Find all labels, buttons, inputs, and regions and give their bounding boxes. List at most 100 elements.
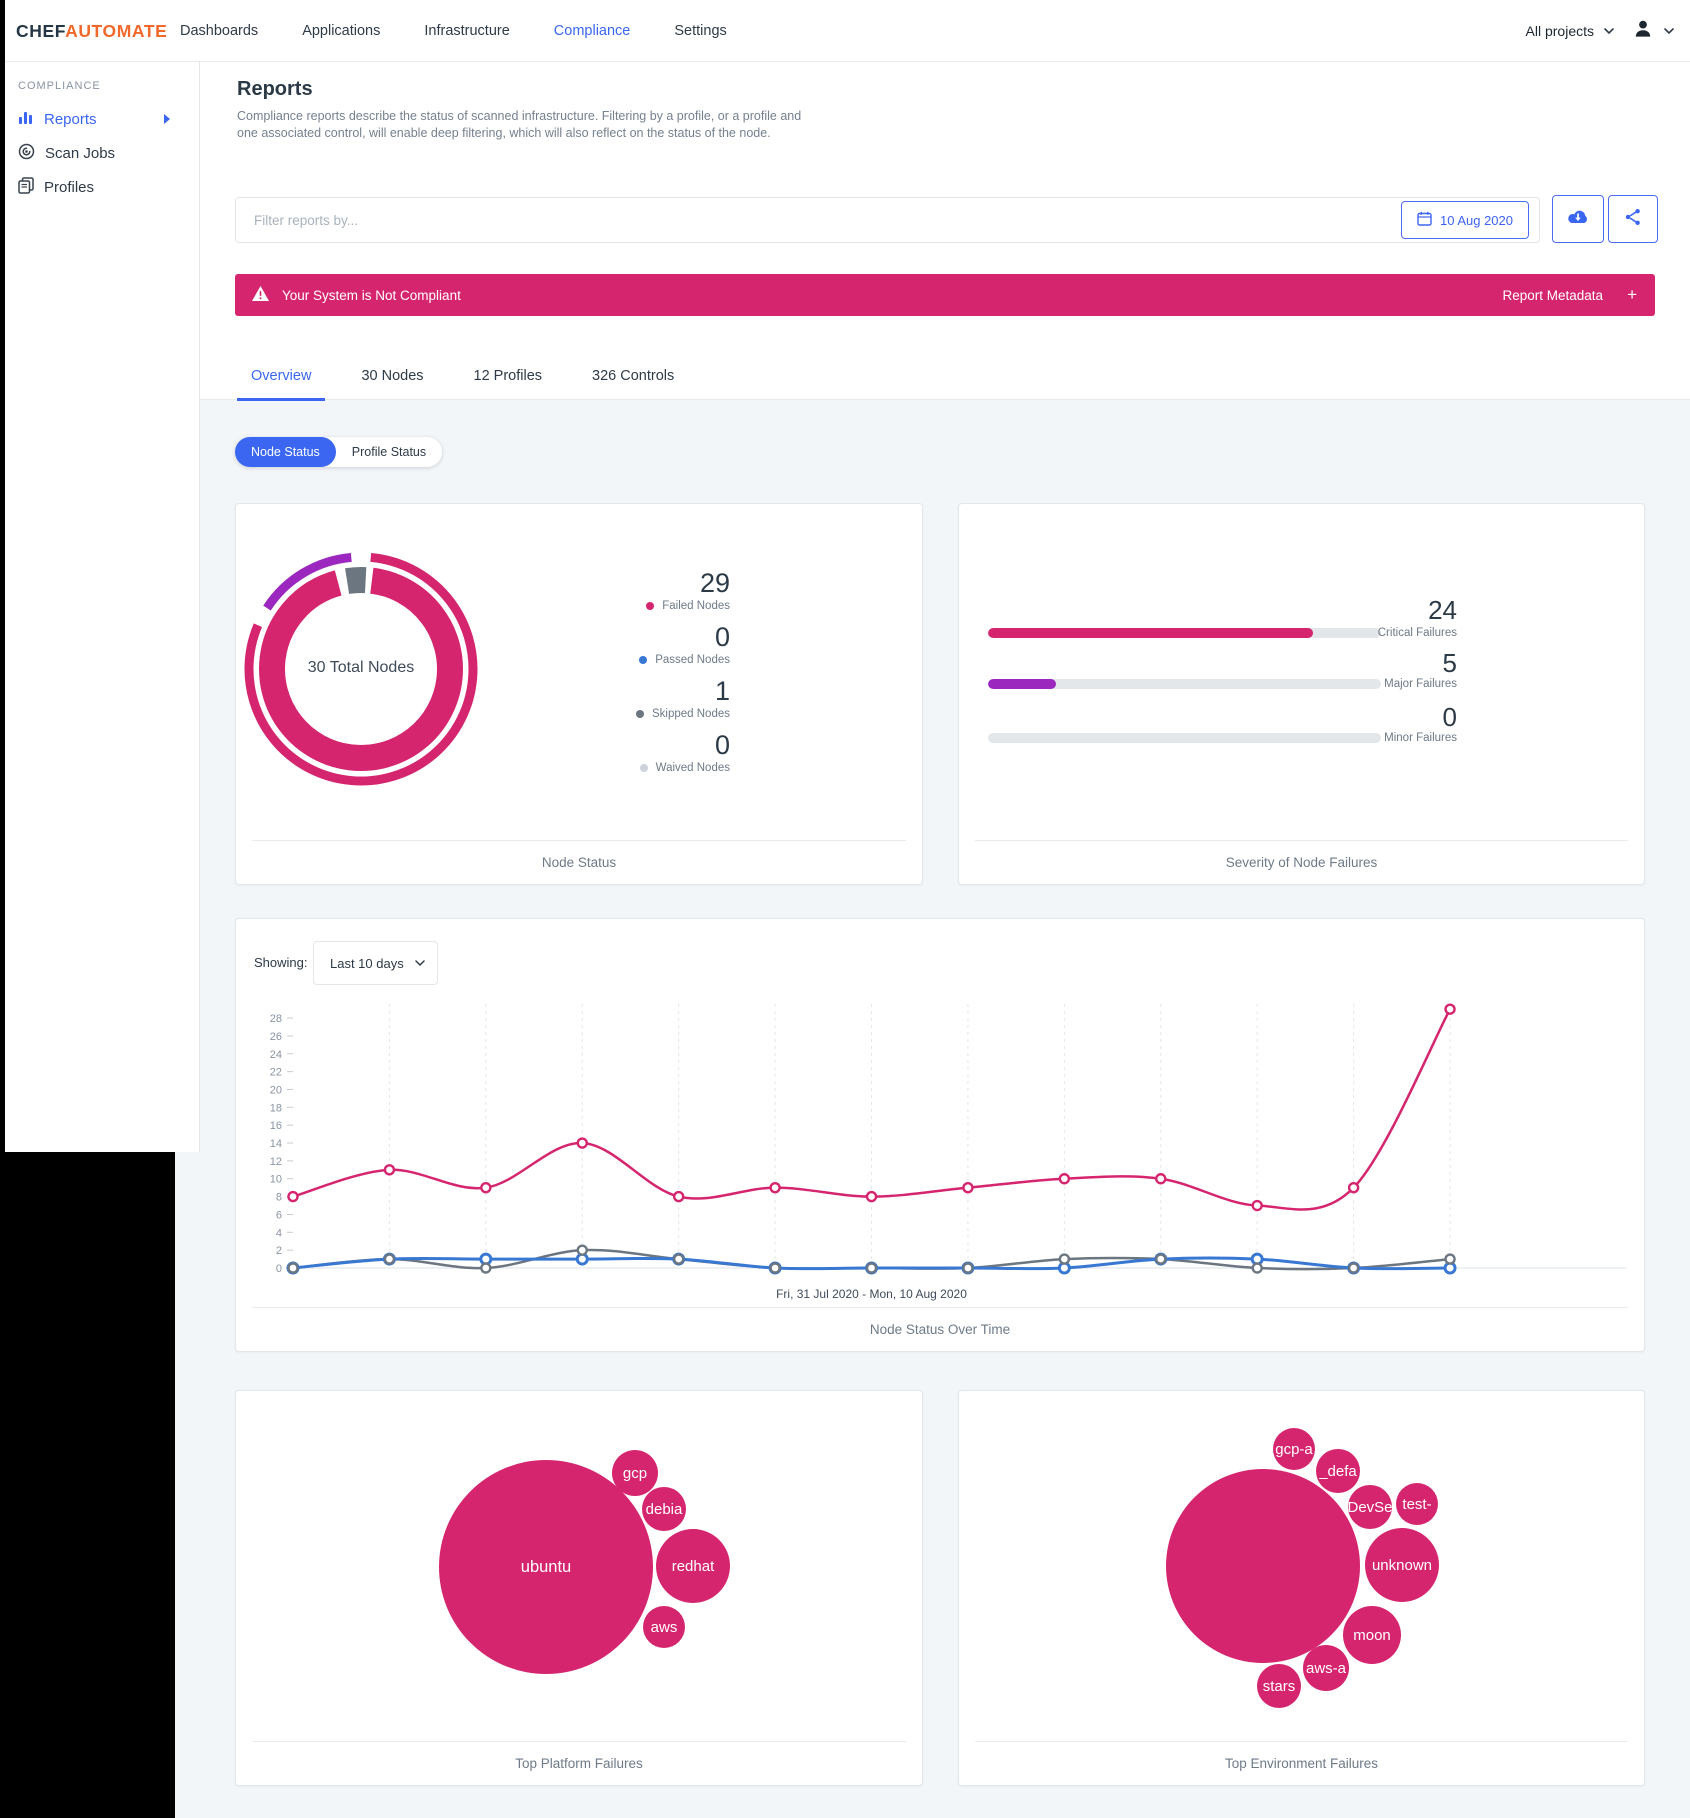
card-footer: Severity of Node Failures	[975, 840, 1628, 884]
severity-card: 24 Critical Failures 5 Major Failures 0 …	[958, 503, 1645, 885]
tab-profiles[interactable]: 12 Profiles	[473, 368, 543, 384]
svg-text:28: 28	[270, 1013, 282, 1025]
svg-text:18: 18	[270, 1102, 282, 1114]
user-icon[interactable]	[1632, 18, 1654, 45]
svg-text:gcp: gcp	[623, 1465, 647, 1482]
svg-text:16: 16	[270, 1120, 282, 1132]
svg-text:6: 6	[276, 1209, 282, 1221]
sidebar-item-label: Profiles	[44, 178, 95, 196]
sidebar-item-scan-jobs[interactable]: Scan Jobs	[18, 142, 178, 164]
major-failures-bar	[988, 679, 1381, 689]
filter-reports-input[interactable]	[254, 198, 1354, 242]
major-failures-count: 5	[1442, 648, 1457, 678]
date-picker-button[interactable]: 10 Aug 2020	[1401, 201, 1529, 239]
svg-text:10: 10	[270, 1174, 282, 1186]
legend-item-waived: 0 Waived Nodes	[636, 730, 730, 776]
card-footer: Top Environment Failures	[975, 1741, 1628, 1785]
top-platform-failures-card: ubuntu gcp debia redhat aws Top Platform Fai…	[235, 1390, 923, 1786]
node-status-legend: 29 Failed Nodes 0 Passed Nodes 1 Skipped…	[636, 568, 730, 784]
svg-text:20: 20	[270, 1084, 282, 1096]
svg-text:14: 14	[270, 1138, 282, 1150]
status-toggle: Node Status Profile Status	[235, 437, 443, 467]
nav-right: All projects	[1526, 0, 1674, 62]
compliance-sidebar: COMPLIANCE Reports Scan Jobs Profiles	[0, 62, 200, 1152]
cloud-download-icon	[1566, 208, 1590, 231]
environment-bubble-chart[interactable]: gcp-a _defa DevSe test-unknown moon aws-a star…	[959, 1391, 1646, 1741]
card-footer: Node Status Over Time	[252, 1307, 1628, 1351]
sidebar-item-reports[interactable]: Reports	[18, 108, 178, 130]
toggle-profile-status[interactable]: Profile Status	[351, 445, 427, 459]
waived-nodes-count: 0	[714, 730, 730, 760]
nav-item-compliance[interactable]: Compliance	[553, 23, 631, 39]
skipped-nodes-label: Skipped Nodes	[652, 708, 730, 720]
chevron-down-icon[interactable]	[1604, 22, 1614, 40]
svg-text:8: 8	[276, 1192, 282, 1204]
major-failures-label: Major Failures	[1384, 678, 1457, 690]
tab-controls[interactable]: 326 Controls	[592, 368, 675, 384]
chevron-down-icon	[415, 959, 425, 966]
major-failures-fill	[988, 679, 1056, 689]
chevron-down-icon[interactable]	[1664, 22, 1674, 40]
date-range-select[interactable]: Last 10 days	[313, 941, 438, 985]
toggle-node-status[interactable]: Node Status	[235, 437, 336, 467]
expand-metadata-button[interactable]: +	[1627, 285, 1637, 304]
chef-automate-logo[interactable]: CHEFAUTOMATE	[16, 0, 167, 62]
donut-center-label: 30 Total Nodes	[307, 659, 415, 676]
nav-item-settings[interactable]: Settings	[674, 23, 727, 39]
svg-text:gcp-a: gcp-a	[1275, 1441, 1313, 1458]
svg-text:26: 26	[270, 1031, 282, 1043]
svg-text:12: 12	[270, 1156, 282, 1168]
minor-failures-label: Minor Failures	[1384, 732, 1457, 744]
svg-text:stars: stars	[1263, 1678, 1296, 1695]
compliance-banner: Your System is Not Compliant Report Meta…	[235, 274, 1655, 316]
download-report-button[interactable]	[1552, 195, 1604, 243]
tab-overview[interactable]: Overview	[237, 361, 326, 401]
svg-text:aws: aws	[651, 1619, 678, 1636]
skipped-nodes-count: 1	[714, 676, 730, 706]
warning-icon	[251, 285, 270, 305]
scanner-icon	[18, 143, 35, 164]
screen-edge-block	[0, 1152, 175, 1818]
sidebar-section-label: COMPLIANCE	[18, 80, 101, 92]
screen-edge	[0, 0, 5, 1818]
header-divider	[200, 399, 1690, 400]
sidebar-item-label: Reports	[44, 110, 97, 128]
page-description-line1: Compliance reports describe the status o…	[237, 109, 802, 123]
page-description: Compliance reports describe the status o…	[237, 108, 801, 142]
svg-text:_defa: _defa	[1318, 1463, 1357, 1480]
content-background-strip	[175, 1152, 200, 1818]
nav-item-dashboards[interactable]: Dashboards	[180, 23, 259, 39]
banner-message: Your System is Not Compliant	[282, 287, 461, 303]
svg-text:test-: test-	[1402, 1496, 1431, 1513]
minor-failures-bar	[988, 733, 1381, 743]
svg-text:unknown: unknown	[1372, 1557, 1432, 1574]
share-report-button[interactable]	[1608, 195, 1658, 243]
critical-failures-fill	[988, 628, 1314, 638]
legend-item-passed: 0 Passed Nodes	[636, 622, 730, 668]
share-icon	[1623, 207, 1643, 232]
node-status-card: 30 Total Nodes 29 Failed Nodes 0 Passed …	[235, 503, 923, 885]
chevron-right-icon	[164, 114, 170, 124]
brand-automate: AUTOMATE	[65, 21, 168, 41]
svg-text:debia: debia	[646, 1501, 683, 1518]
nav-links: Dashboards Applications Infrastructure C…	[180, 0, 727, 62]
banner-message-group: Your System is Not Compliant	[251, 285, 461, 305]
svg-text:24: 24	[270, 1049, 282, 1061]
report-metadata-label: Report Metadata	[1502, 287, 1604, 303]
tab-nodes[interactable]: 30 Nodes	[361, 368, 424, 384]
platform-bubble-chart[interactable]: ubuntu gcp debia redhat aws	[236, 1391, 924, 1741]
brand-chef: CHEF	[16, 21, 66, 41]
sidebar-item-profiles[interactable]: Profiles	[18, 176, 178, 198]
failed-nodes-count: 29	[699, 568, 730, 598]
calendar-icon	[1417, 211, 1432, 229]
svg-text:DevSe: DevSe	[1347, 1499, 1392, 1516]
passed-nodes-label: Passed Nodes	[655, 654, 730, 666]
nav-item-applications[interactable]: Applications	[302, 23, 381, 39]
report-tabs: Overview 30 Nodes 12 Profiles 326 Contro…	[237, 361, 688, 401]
nav-item-infrastructure[interactable]: Infrastructure	[424, 23, 510, 39]
top-nav: CHEFAUTOMATE Dashboards Applications Inf…	[0, 0, 1690, 62]
projects-selector[interactable]: All projects	[1525, 23, 1594, 39]
banner-metadata-group: Report Metadata +	[1503, 285, 1638, 305]
